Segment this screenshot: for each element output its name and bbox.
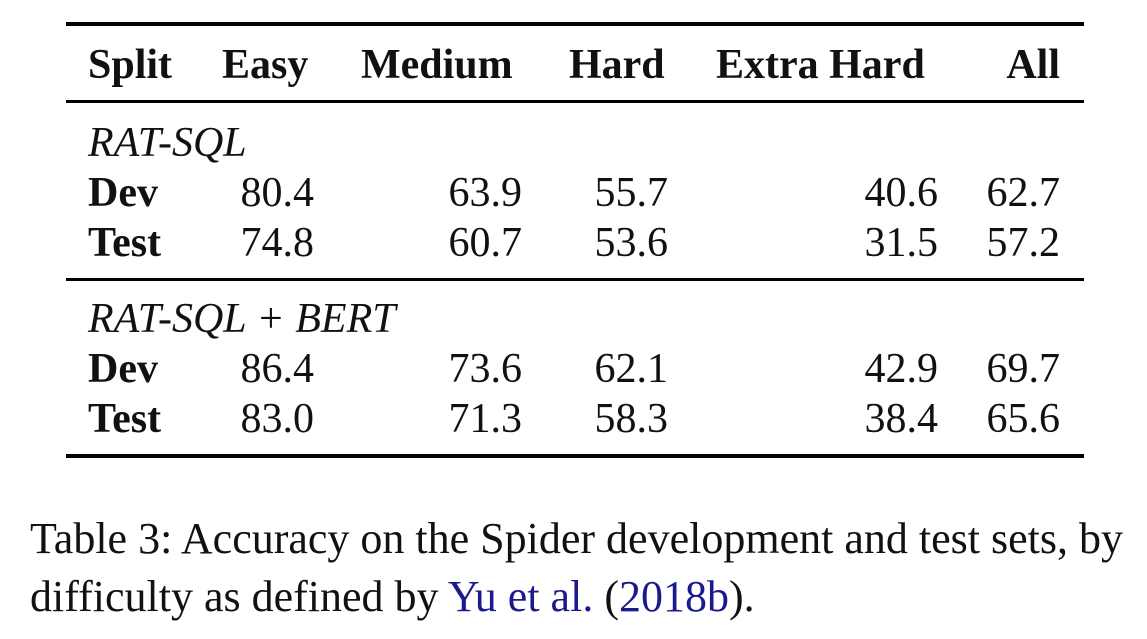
row-label: Test	[88, 396, 162, 442]
group-rule	[66, 278, 1084, 281]
cell-medium: 73.6	[448, 346, 523, 392]
cell-hard: 58.3	[594, 396, 669, 442]
row-label: Test	[88, 220, 162, 266]
cell-all: 62.7	[986, 170, 1061, 216]
header-all: All	[1006, 42, 1060, 88]
row-label: Dev	[88, 170, 158, 216]
caption-open-paren: (	[593, 572, 619, 621]
cell-extra-hard: 38.4	[864, 396, 939, 442]
cell-medium: 63.9	[448, 170, 523, 216]
cell-medium: 60.7	[448, 220, 523, 266]
top-rule	[66, 22, 1084, 26]
cell-medium: 71.3	[448, 396, 523, 442]
cell-extra-hard: 40.6	[864, 170, 939, 216]
header-medium: Medium	[361, 42, 513, 88]
header-split: Split	[88, 42, 173, 88]
header-hard: Hard	[569, 42, 665, 88]
citation-link[interactable]: Yu et al.	[447, 572, 594, 621]
caption-text: Table 3: Accuracy on the Spider developm…	[30, 514, 1123, 621]
citation-year-link[interactable]: 2018b	[618, 572, 729, 621]
caption-suffix: ).	[728, 572, 755, 621]
header-easy: Easy	[222, 42, 309, 88]
group-title: RAT-SQL	[88, 120, 247, 166]
row-label: Dev	[88, 346, 158, 392]
cell-easy: 86.4	[240, 346, 315, 392]
group-title: RAT-SQL + BERT	[88, 296, 396, 342]
table-caption: Table 3: Accuracy on the Spider developm…	[30, 510, 1140, 626]
cell-extra-hard: 42.9	[864, 346, 939, 392]
cell-extra-hard: 31.5	[864, 220, 939, 266]
header-rule	[66, 100, 1084, 103]
cell-hard: 62.1	[594, 346, 669, 392]
cell-hard: 53.6	[594, 220, 669, 266]
cell-all: 65.6	[986, 396, 1061, 442]
cell-hard: 55.7	[594, 170, 669, 216]
bottom-rule	[66, 454, 1084, 458]
cell-all: 57.2	[986, 220, 1061, 266]
cell-easy: 74.8	[240, 220, 315, 266]
cell-all: 69.7	[986, 346, 1061, 392]
header-extra-hard: Extra Hard	[716, 42, 925, 88]
cell-easy: 83.0	[240, 396, 315, 442]
cell-easy: 80.4	[240, 170, 315, 216]
